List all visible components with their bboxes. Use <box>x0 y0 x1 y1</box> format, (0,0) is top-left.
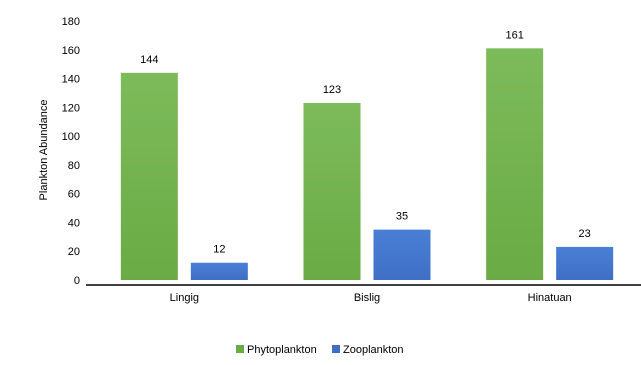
data-label: 144 <box>140 54 158 66</box>
legend-swatch-zooplankton <box>332 345 340 353</box>
bar-phytoplankton-lingig <box>120 72 178 280</box>
y-tick-label: 180 <box>62 16 80 28</box>
legend-label: Zooplankton <box>343 344 404 356</box>
data-label: 12 <box>213 244 225 256</box>
data-label: 35 <box>396 211 408 223</box>
y-tick-label: 0 <box>74 275 80 287</box>
y-axis-title: Plankton Abundance <box>38 100 50 201</box>
y-tick-label: 40 <box>68 217 80 229</box>
data-label: 23 <box>579 228 591 240</box>
x-category-label: Lingig <box>170 292 199 304</box>
y-tick-label: 160 <box>62 45 80 57</box>
bar-zooplankton-bislig <box>373 229 431 280</box>
y-tick-label: 100 <box>62 131 80 143</box>
x-category-label: Bislig <box>354 292 380 304</box>
data-label: 161 <box>505 29 523 41</box>
y-tick-label: 80 <box>68 160 80 172</box>
bar-zooplankton-hinatuan <box>556 246 614 280</box>
legend-swatch-phytoplankton <box>236 345 244 353</box>
y-tick-label: 60 <box>68 189 80 201</box>
y-tick-label: 120 <box>62 102 80 114</box>
legend-label: Phytoplankton <box>247 344 317 356</box>
x-category-label: Hinatuan <box>528 292 572 304</box>
bar-phytoplankton-bislig <box>303 103 361 281</box>
data-labels: 144 12 123 35 161 23 <box>140 29 591 255</box>
legend: Phytoplankton Zooplankton <box>236 344 404 356</box>
y-tick-label: 20 <box>68 246 80 258</box>
y-tick-label: 140 <box>62 74 80 86</box>
bar-zooplankton-lingig <box>190 262 248 280</box>
data-label: 123 <box>323 84 341 96</box>
y-axis-ticks: 0 20 40 60 80 100 120 140 160 180 <box>62 16 80 287</box>
bars <box>120 48 614 281</box>
x-axis-categories: Lingig Bislig Hinatuan <box>170 292 572 304</box>
bar-phytoplankton-hinatuan <box>486 48 544 280</box>
